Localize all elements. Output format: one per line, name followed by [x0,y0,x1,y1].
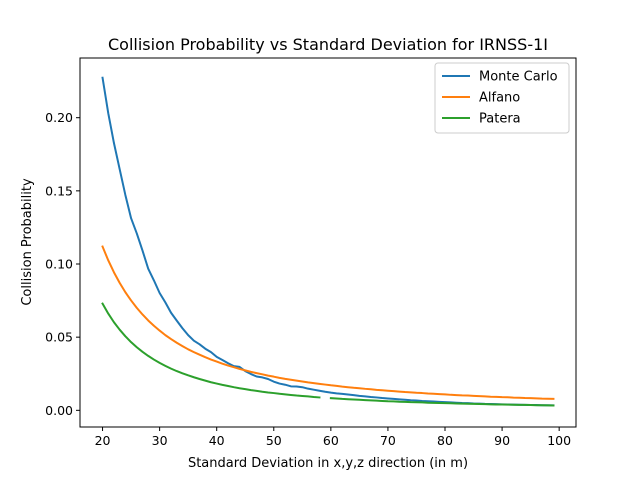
series-line-patera [101,302,555,407]
x-tick-label: 50 [266,433,282,448]
legend: Monte Carlo Alfano Patera [434,62,570,134]
chart-title: Collision Probability vs Standard Deviat… [108,35,548,54]
x-tick-label: 100 [547,433,571,448]
x-axis-ticks: 20 30 40 50 60 70 80 90 100 [95,427,571,448]
x-tick-label: 90 [494,433,510,448]
legend-label-patera: Patera [479,112,521,127]
y-tick-label: 0.00 [45,403,73,418]
x-tick-label: 40 [209,433,225,448]
axes-frame [79,57,577,428]
x-axis-label: Standard Deviation in x,y,z direction (i… [188,456,468,471]
y-axis-label: Collision Probability [20,178,35,306]
y-tick-label: 0.10 [45,257,73,272]
plot-area: 20 30 40 50 60 70 80 90 100 0.00 0.05 0.10 0.15 0.20 [45,57,577,448]
x-tick-label: 80 [437,433,453,448]
series-layer [101,76,555,407]
y-tick-label: 0.20 [45,110,73,125]
series-line-alfano [101,245,555,400]
x-tick-label: 60 [323,433,339,448]
legend-box [434,62,570,134]
y-tick-label: 0.05 [45,330,73,345]
y-tick-label: 0.15 [45,183,73,198]
legend-label-monte-carlo: Monte Carlo [479,70,558,85]
legend-label-alfano: Alfano [479,91,520,106]
x-tick-label: 70 [380,433,396,448]
legend-items: Monte Carlo Alfano Patera [442,70,558,127]
x-tick-label: 20 [95,433,111,448]
x-tick-label: 30 [152,433,168,448]
y-axis-ticks: 0.00 0.05 0.10 0.15 0.20 [45,110,80,418]
